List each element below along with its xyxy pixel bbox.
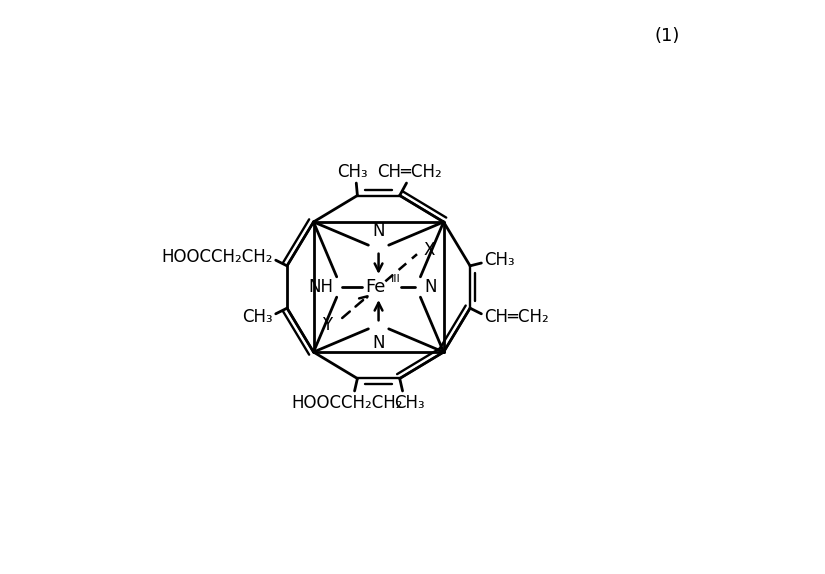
Text: III: III [391,274,401,284]
Text: HOOCCH₂CH₂: HOOCCH₂CH₂ [291,394,403,412]
Text: X: X [424,241,436,259]
Text: HOOCCH₂CH₂: HOOCCH₂CH₂ [162,249,273,266]
Text: N: N [424,278,437,296]
Text: N: N [372,222,384,240]
Text: (1): (1) [654,27,680,45]
Text: N: N [372,334,384,352]
Text: CH═CH₂: CH═CH₂ [378,164,442,181]
Text: Y: Y [322,316,332,335]
Text: NH: NH [309,278,334,296]
Text: CH₃: CH₃ [394,394,425,412]
Text: CH₃: CH₃ [337,164,368,181]
Text: CH₃: CH₃ [484,251,515,269]
Text: CH═CH₂: CH═CH₂ [484,308,549,325]
Text: CH₃: CH₃ [243,308,273,325]
Text: Fe: Fe [365,278,386,296]
